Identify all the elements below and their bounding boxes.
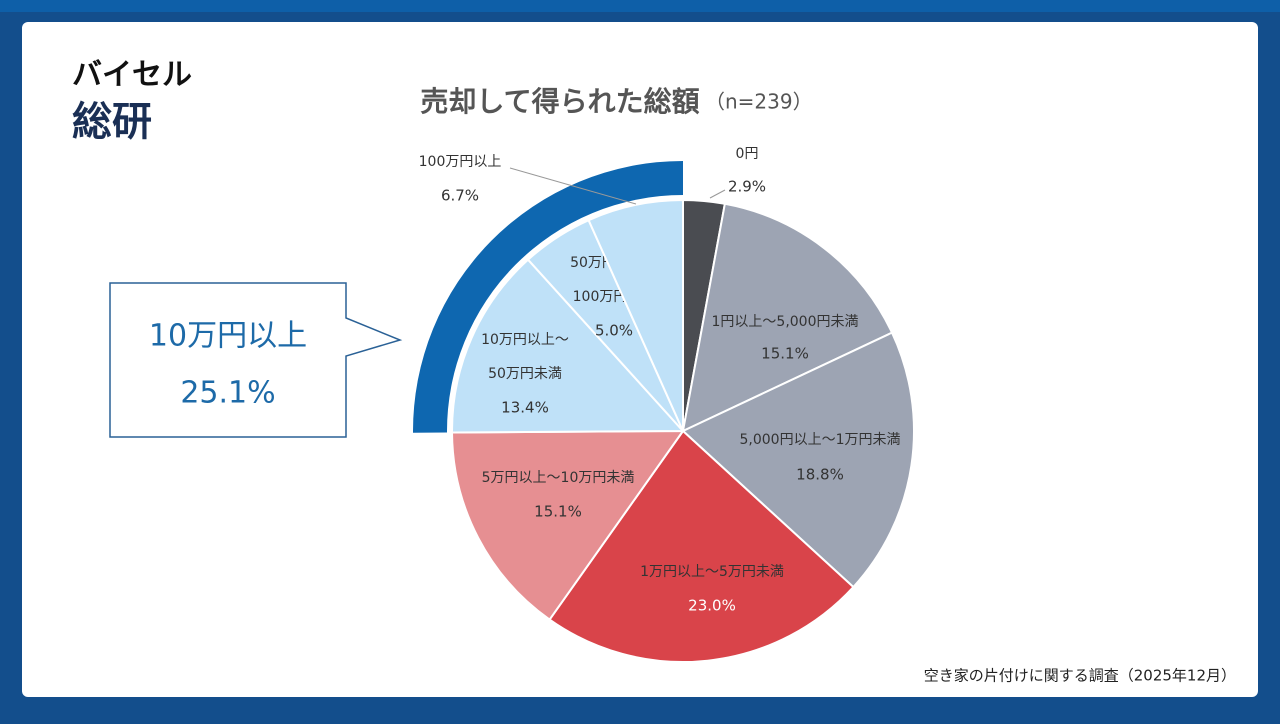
pie-slice (450, 429, 685, 621)
leader-line (509, 167, 637, 205)
pie-slice (451, 258, 686, 434)
value-label: 13.4% (501, 399, 549, 417)
pie-slice (681, 202, 894, 433)
slice-label: 0円 (736, 146, 759, 162)
value-label: 6.7% (441, 187, 479, 205)
slice-label: 50万円未満 (488, 366, 562, 382)
slice-label: 100万円以上 (419, 154, 502, 170)
value-label: 18.8% (796, 466, 844, 484)
source: 空き家の片付けに関する調査（2025年12月） (924, 667, 1236, 685)
chart-title: 売却して得られた総額 (420, 85, 699, 118)
callout-label: 10万円以上 (149, 319, 307, 354)
pie-slice (548, 429, 855, 663)
value-label: 2.9% (728, 178, 766, 196)
chart-subtitle: （n=239） (705, 90, 813, 114)
slice-label: 10万円以上～ (481, 332, 569, 348)
value-label: 15.1% (534, 503, 582, 521)
callout-value: 25.1% (180, 376, 275, 411)
callout-arc (413, 161, 683, 433)
value-label: 15.1% (761, 345, 809, 363)
pie: 0円 2.9% 1円以上～5,000円未満 15.1% 5,000円以上～1万円未満 18… (413, 146, 915, 663)
value-label: 5.0% (595, 322, 633, 340)
slice-label: 1万円以上～5万円未満 (640, 564, 784, 580)
value-label: 23.0% (688, 597, 736, 615)
brand-line2: 総研 (72, 99, 152, 145)
pie-slice (681, 331, 915, 589)
slice-label: 1円以上～5,000円未満 (712, 314, 859, 330)
frame-top (0, 0, 1280, 12)
leader-line (709, 189, 726, 199)
callout-box (109, 282, 403, 438)
slice-label: 5,000円以上～1万円未満 (740, 432, 901, 448)
brand-line1: バイセル (72, 58, 192, 93)
pie-slice (587, 198, 684, 432)
slice-label: 5万円以上～10万円未満 (482, 470, 635, 486)
